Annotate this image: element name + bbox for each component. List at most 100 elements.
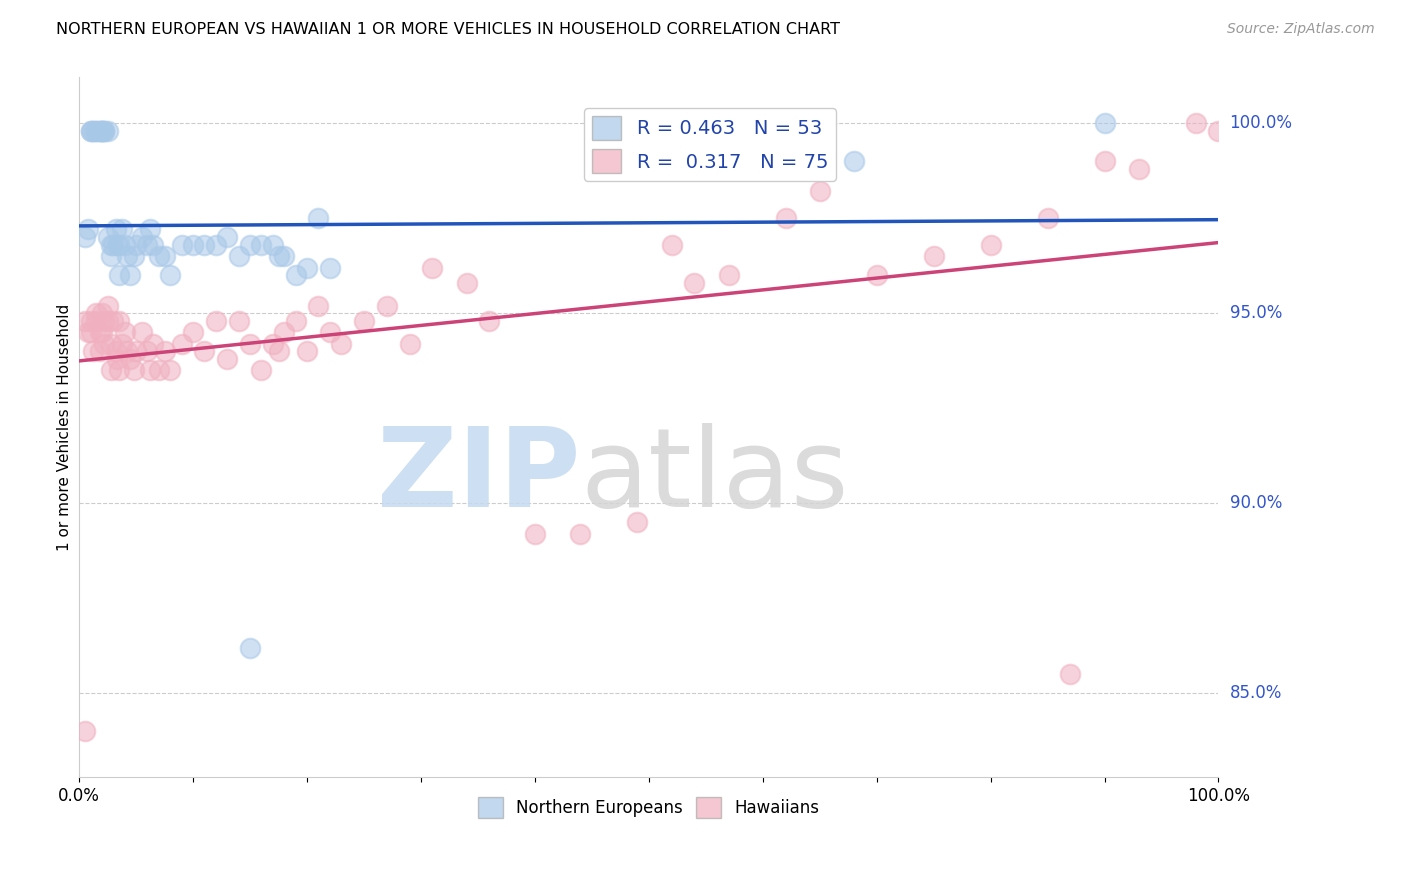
Point (114, 325, 136, 339)
Point (77, 222, 100, 236)
Point (159, 363, 181, 377)
Point (84, 123, 107, 137)
Point (108, 237, 131, 252)
Point (93, 123, 115, 137)
Point (980, 237, 1002, 252)
Point (181, 237, 204, 252)
Point (330, 336, 353, 351)
Point (90, 306, 112, 320)
Text: NORTHERN EUROPEAN VS HAWAIIAN 1 OR MORE VEHICLES IN HOUSEHOLD CORRELATION CHART: NORTHERN EUROPEAN VS HAWAIIAN 1 OR MORE … (56, 22, 841, 37)
Point (103, 314, 125, 328)
Point (105, 237, 128, 252)
Point (193, 237, 215, 252)
Point (89, 344, 111, 359)
Point (136, 237, 159, 252)
Point (569, 526, 592, 541)
Point (775, 211, 797, 225)
Point (100, 249, 122, 263)
Point (93, 336, 115, 351)
Point (73, 230, 96, 244)
Point (193, 344, 215, 359)
Point (79, 325, 101, 339)
Point (100, 363, 122, 377)
Point (131, 325, 153, 339)
Point (217, 351, 239, 366)
Point (84, 123, 107, 137)
Point (661, 237, 683, 252)
Point (1036, 211, 1059, 225)
Point (125, 237, 148, 252)
Point (100, 237, 122, 252)
Point (142, 336, 165, 351)
Point (97, 299, 120, 313)
Point (89, 325, 111, 339)
Point (120, 351, 142, 366)
Point (108, 268, 131, 282)
Point (319, 325, 342, 339)
Point (262, 237, 284, 252)
Point (626, 515, 648, 529)
Point (808, 185, 831, 199)
Point (148, 363, 170, 377)
Text: 85.0%: 85.0% (1230, 684, 1282, 702)
Point (90, 325, 112, 339)
Point (131, 230, 153, 244)
Point (114, 237, 136, 252)
Point (77, 325, 100, 339)
Point (420, 260, 443, 275)
Point (104, 222, 127, 236)
Point (103, 237, 125, 252)
Point (148, 249, 170, 263)
Point (90, 123, 112, 137)
Point (136, 344, 159, 359)
Point (239, 336, 262, 351)
Text: ZIP: ZIP (377, 423, 581, 530)
Point (205, 237, 228, 252)
Point (97, 314, 120, 328)
Point (1128, 161, 1150, 176)
Point (267, 249, 290, 263)
Y-axis label: 1 or more Vehicles in Household: 1 or more Vehicles in Household (58, 303, 72, 550)
Point (267, 344, 290, 359)
Point (79, 314, 101, 328)
Point (105, 351, 128, 366)
Point (82, 344, 104, 359)
Point (181, 325, 204, 339)
Point (90, 123, 112, 137)
Point (97, 230, 120, 244)
Point (153, 249, 176, 263)
Point (97, 123, 120, 137)
Point (170, 237, 193, 252)
Point (104, 344, 127, 359)
Point (250, 237, 273, 252)
Point (73, 724, 96, 739)
Text: 95.0%: 95.0% (1230, 304, 1282, 322)
Text: Source: ZipAtlas.com: Source: ZipAtlas.com (1227, 22, 1375, 37)
Text: atlas: atlas (581, 423, 849, 530)
Point (295, 260, 318, 275)
Point (239, 640, 262, 655)
Point (84, 306, 107, 320)
Point (100, 336, 122, 351)
Point (1094, 116, 1116, 130)
Point (398, 336, 420, 351)
Point (375, 299, 398, 313)
Point (205, 314, 228, 328)
Point (139, 363, 162, 377)
Legend: Northern Europeans, Hawaiians: Northern Europeans, Hawaiians (471, 791, 827, 824)
Point (217, 230, 239, 244)
Point (1208, 123, 1230, 137)
Point (319, 260, 342, 275)
Point (89, 123, 111, 137)
Point (922, 249, 945, 263)
Point (115, 344, 138, 359)
Point (111, 222, 134, 236)
Point (89, 123, 111, 137)
Point (142, 237, 165, 252)
Point (139, 222, 162, 236)
Point (456, 276, 478, 290)
Point (228, 249, 250, 263)
Point (239, 237, 262, 252)
Point (307, 299, 329, 313)
Point (120, 268, 142, 282)
